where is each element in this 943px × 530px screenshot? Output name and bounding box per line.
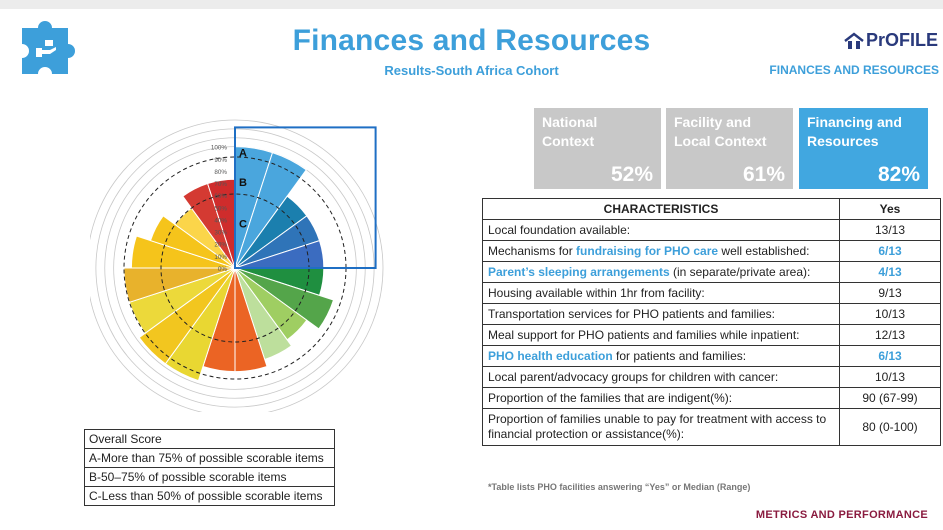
table-header-row: CHARACTERISTICS Yes: [482, 198, 941, 220]
highlight-box: [234, 126, 377, 270]
legend-row: A-More than 75% of possible scorable ite…: [84, 448, 335, 468]
radial-tick-label: 100%: [211, 145, 228, 152]
band-label: C: [239, 219, 247, 231]
row-label-post: well established:: [718, 244, 810, 258]
row-label: Housing available within 1hr from facili…: [482, 282, 840, 304]
house-icon: [844, 31, 864, 49]
logo-subtitle: FINANCES AND RESOURCES: [769, 63, 939, 77]
radial-tick-label: 30%: [214, 230, 227, 237]
card-value: 82%: [877, 163, 920, 186]
row-label-highlight: PHO health education: [488, 349, 613, 363]
card-value: 52%: [610, 163, 653, 186]
radial-tick-label: 40%: [214, 218, 227, 225]
table-row: Proportion of the families that are indi…: [482, 387, 941, 409]
row-value: 12/13: [839, 324, 941, 346]
score-legend: Overall Score A-More than 75% of possibl…: [84, 429, 335, 506]
row-label: Parent’s sleeping arrangements (in separ…: [482, 261, 840, 283]
money-hand-icon: [22, 21, 75, 74]
row-label: Meal support for PHO patients and famili…: [482, 324, 840, 346]
card-financing-resources: Financing and Resources 82%: [799, 108, 928, 189]
row-label: PHO health education for patients and fa…: [482, 345, 840, 367]
card-value: 61%: [742, 163, 785, 186]
grid-ring: [90, 119, 384, 412]
radial-tick-label: 20%: [214, 242, 227, 249]
page-subtitle: Results-South Africa Cohort: [384, 63, 559, 78]
card-label: National Context: [542, 114, 598, 149]
top-bar: [0, 0, 943, 9]
row-label: Proportion of the families that are indi…: [482, 387, 840, 409]
table-row: Local parent/advocacy groups for childre…: [482, 366, 941, 388]
table-row: Mechanisms for fundraising for PHO care …: [482, 240, 941, 262]
band-label: A: [239, 148, 247, 160]
logo-text: PrOFILE: [866, 30, 939, 50]
chart-sector: [138, 267, 236, 365]
table-row: Housing available within 1hr from facili…: [482, 282, 941, 304]
header-yes: Yes: [839, 198, 941, 220]
table-note: *Table lists PHO facilities answering “Y…: [488, 482, 751, 492]
radial-tick-label: 60%: [214, 193, 227, 200]
row-value: 90 (67-99): [839, 387, 941, 409]
card-national-context: National Context 52%: [534, 108, 661, 189]
chart-sector: [234, 151, 307, 269]
card-label: Facility and Local Context: [674, 114, 767, 149]
header-characteristics: CHARACTERISTICS: [482, 198, 840, 220]
radial-tick-label: 90%: [214, 157, 227, 164]
row-label-highlight: fundraising for PHO care: [576, 244, 719, 258]
table-row: Proportion of families unable to pay for…: [482, 408, 941, 446]
table-row: PHO health education for patients and fa…: [482, 345, 941, 367]
row-value: 13/13: [839, 219, 941, 241]
row-label-post: (in separate/private area):: [669, 265, 811, 279]
row-label-post: for patients and families:: [612, 349, 747, 363]
radial-tick-label: 70%: [214, 181, 227, 188]
row-label: Local foundation available:: [482, 219, 840, 241]
row-value: 6/13: [839, 240, 941, 262]
card-facility-local-context: Facility and Local Context 61%: [666, 108, 793, 189]
band-label: B: [239, 177, 247, 189]
row-label: Proportion of families unable to pay for…: [482, 408, 840, 446]
radial-tick-label: 50%: [214, 205, 227, 212]
footer-label: METRICS AND PERFORMANCE: [755, 509, 928, 521]
row-value: 10/13: [839, 366, 941, 388]
legend-row: Overall Score: [84, 429, 335, 449]
chart-sector: [234, 267, 335, 330]
table-row: Transportation services for PHO patients…: [482, 303, 941, 325]
row-label-highlight: Parent’s sleeping arrangements: [488, 265, 670, 279]
row-label-pre: Mechanisms for: [488, 244, 577, 258]
profile-logo: PrOFILE: [843, 30, 938, 51]
radial-tick-label: 0%: [218, 266, 228, 273]
radial-tick-label: 10%: [214, 254, 227, 261]
polar-chart: 100% 90% 80% 70% 60% 50% 40% 30% 20% 10% 0% A B C: [90, 119, 384, 412]
row-label: Local parent/advocacy groups for childre…: [482, 366, 840, 388]
characteristics-table: CHARACTERISTICS Yes Local foundation ava…: [482, 198, 941, 446]
table-row: Meal support for PHO patients and famili…: [482, 324, 941, 346]
row-value: 10/13: [839, 303, 941, 325]
page-title: Finances and Resources: [292, 24, 651, 57]
row-label: Mechanisms for fundraising for PHO care …: [482, 240, 840, 262]
table-row: Parent’s sleeping arrangements (in separ…: [482, 261, 941, 283]
row-value: 80 (0-100): [839, 408, 941, 446]
row-value: 4/13: [839, 261, 941, 283]
row-value: 6/13: [839, 345, 941, 367]
table-row: Local foundation available: 13/13: [482, 219, 941, 241]
legend-row: C-Less than 50% of possible scorable ite…: [84, 486, 335, 506]
radial-tick-label: 80%: [214, 169, 227, 176]
card-label: Financing and Resources: [807, 114, 902, 149]
row-label: Transportation services for PHO patients…: [482, 303, 840, 325]
row-value: 9/13: [839, 282, 941, 304]
legend-row: B-50–75% of possible scorable items: [84, 467, 335, 487]
